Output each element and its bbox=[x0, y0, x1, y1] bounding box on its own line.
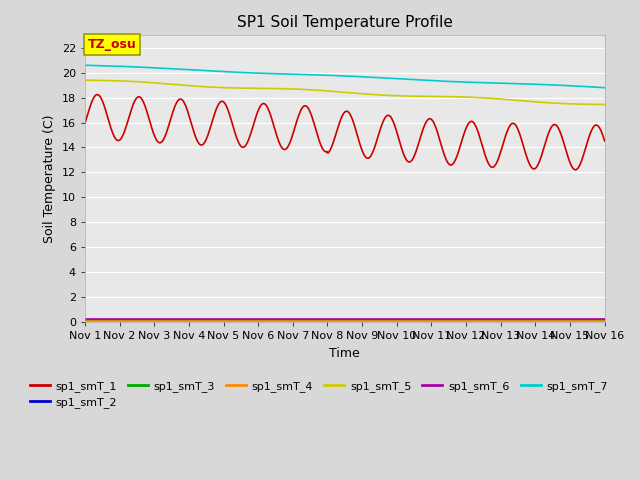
Legend: sp1_smT_1, sp1_smT_2, sp1_smT_3, sp1_smT_4, sp1_smT_5, sp1_smT_6, sp1_smT_7: sp1_smT_1, sp1_smT_2, sp1_smT_3, sp1_smT… bbox=[26, 376, 612, 412]
sp1_smT_1 bbox=[572, 167, 580, 173]
sp1_smT_7 bbox=[90, 62, 98, 68]
sp1_smT_7 bbox=[423, 77, 431, 83]
X-axis label: Time: Time bbox=[330, 347, 360, 360]
sp1_smT_4 bbox=[601, 318, 609, 324]
Text: TZ_osu: TZ_osu bbox=[88, 38, 136, 51]
sp1_smT_1 bbox=[424, 117, 431, 123]
sp1_smT_2 bbox=[144, 317, 152, 323]
sp1_smT_3 bbox=[144, 318, 152, 324]
sp1_smT_5 bbox=[81, 77, 89, 83]
sp1_smT_2 bbox=[90, 317, 98, 323]
sp1_smT_1 bbox=[225, 109, 233, 115]
Line: sp1_smT_7: sp1_smT_7 bbox=[85, 65, 605, 88]
sp1_smT_7 bbox=[196, 68, 204, 73]
sp1_smT_6 bbox=[81, 317, 89, 323]
sp1_smT_6 bbox=[601, 317, 609, 323]
sp1_smT_4 bbox=[90, 318, 98, 324]
sp1_smT_3 bbox=[601, 318, 609, 324]
sp1_smT_1 bbox=[145, 114, 152, 120]
Line: sp1_smT_1: sp1_smT_1 bbox=[85, 95, 605, 170]
sp1_smT_5 bbox=[90, 77, 98, 83]
sp1_smT_6 bbox=[144, 317, 152, 323]
sp1_smT_4 bbox=[423, 318, 431, 324]
Line: sp1_smT_5: sp1_smT_5 bbox=[85, 80, 605, 105]
sp1_smT_4 bbox=[144, 318, 152, 324]
sp1_smT_7 bbox=[224, 69, 232, 75]
sp1_smT_6 bbox=[423, 317, 431, 323]
sp1_smT_3 bbox=[81, 318, 89, 324]
sp1_smT_7 bbox=[408, 77, 415, 83]
sp1_smT_6 bbox=[196, 317, 204, 323]
sp1_smT_7 bbox=[144, 65, 152, 71]
sp1_smT_1 bbox=[90, 94, 98, 99]
sp1_smT_5 bbox=[601, 102, 609, 108]
sp1_smT_2 bbox=[601, 317, 609, 323]
sp1_smT_5 bbox=[196, 84, 204, 89]
sp1_smT_3 bbox=[196, 318, 204, 324]
sp1_smT_1 bbox=[408, 157, 416, 163]
sp1_smT_6 bbox=[408, 317, 415, 323]
sp1_smT_2 bbox=[81, 317, 89, 323]
sp1_smT_2 bbox=[224, 317, 232, 323]
sp1_smT_2 bbox=[196, 317, 204, 323]
sp1_smT_3 bbox=[423, 318, 431, 324]
sp1_smT_5 bbox=[224, 85, 232, 91]
sp1_smT_1 bbox=[93, 92, 101, 97]
sp1_smT_3 bbox=[224, 318, 232, 324]
sp1_smT_3 bbox=[408, 318, 415, 324]
sp1_smT_7 bbox=[601, 85, 609, 91]
sp1_smT_7 bbox=[81, 62, 89, 68]
sp1_smT_6 bbox=[90, 317, 98, 323]
sp1_smT_5 bbox=[408, 93, 415, 99]
sp1_smT_1 bbox=[601, 138, 609, 144]
Y-axis label: Soil Temperature (C): Soil Temperature (C) bbox=[43, 114, 56, 243]
sp1_smT_4 bbox=[81, 318, 89, 324]
sp1_smT_4 bbox=[224, 318, 232, 324]
sp1_smT_5 bbox=[144, 80, 152, 85]
sp1_smT_6 bbox=[224, 317, 232, 323]
sp1_smT_3 bbox=[90, 318, 98, 324]
sp1_smT_2 bbox=[423, 317, 431, 323]
sp1_smT_1 bbox=[198, 142, 205, 148]
Title: SP1 Soil Temperature Profile: SP1 Soil Temperature Profile bbox=[237, 15, 452, 30]
sp1_smT_4 bbox=[196, 318, 204, 324]
sp1_smT_4 bbox=[408, 318, 415, 324]
sp1_smT_5 bbox=[423, 94, 431, 99]
sp1_smT_2 bbox=[408, 317, 415, 323]
sp1_smT_1 bbox=[81, 120, 89, 126]
